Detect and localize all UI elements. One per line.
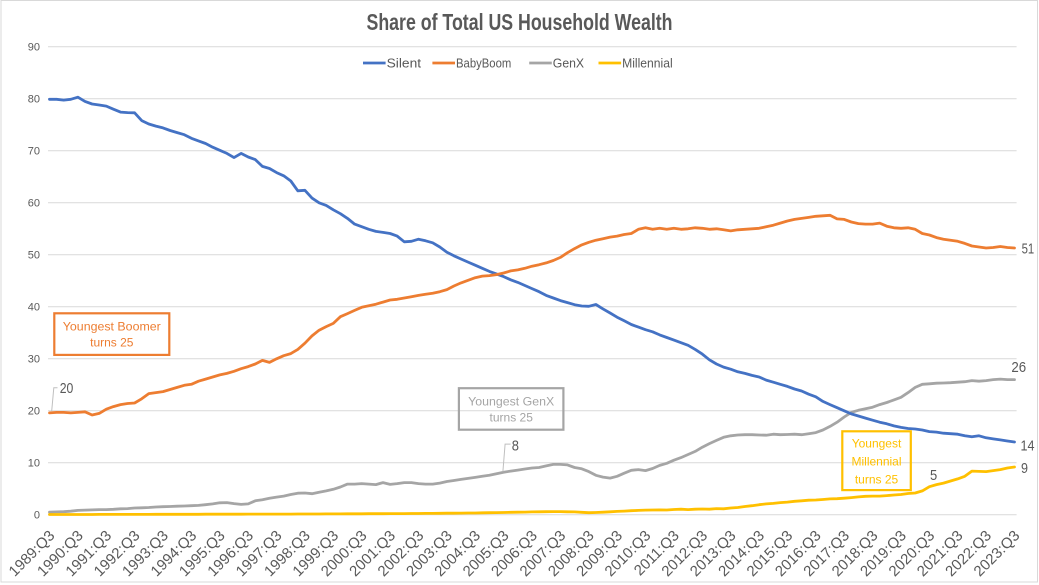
svg-text:40: 40 <box>28 302 40 314</box>
svg-text:60: 60 <box>28 198 40 210</box>
svg-text:GenX: GenX <box>553 55 585 70</box>
svg-text:0: 0 <box>34 510 40 522</box>
svg-text:Youngest: Youngest <box>852 437 902 451</box>
svg-text:20: 20 <box>60 380 74 397</box>
svg-text:turns 25: turns 25 <box>90 336 134 350</box>
svg-text:10: 10 <box>28 458 40 470</box>
svg-text:26: 26 <box>1011 359 1026 376</box>
svg-text:90: 90 <box>28 42 40 54</box>
svg-text:51: 51 <box>1022 240 1035 257</box>
svg-text:Silent: Silent <box>387 55 422 70</box>
svg-text:14: 14 <box>1021 437 1035 454</box>
svg-text:turns 25: turns 25 <box>855 473 899 487</box>
svg-text:80: 80 <box>28 94 40 106</box>
svg-text:8: 8 <box>512 438 519 455</box>
svg-text:30: 30 <box>28 354 40 366</box>
svg-text:70: 70 <box>28 146 40 158</box>
svg-text:Youngest Boomer: Youngest Boomer <box>63 320 161 334</box>
svg-text:Youngest GenX: Youngest GenX <box>468 394 554 408</box>
svg-text:Share of Total US Household We: Share of Total US Household Wealth <box>367 9 673 35</box>
svg-text:Millennial: Millennial <box>622 55 673 70</box>
svg-text:20: 20 <box>28 406 40 418</box>
svg-text:50: 50 <box>28 250 40 262</box>
svg-text:turns 25: turns 25 <box>490 410 534 424</box>
svg-text:BabyBoom: BabyBoom <box>456 55 511 70</box>
svg-text:5: 5 <box>930 467 937 484</box>
svg-text:9: 9 <box>1021 460 1028 477</box>
svg-text:Millennial: Millennial <box>851 455 901 469</box>
